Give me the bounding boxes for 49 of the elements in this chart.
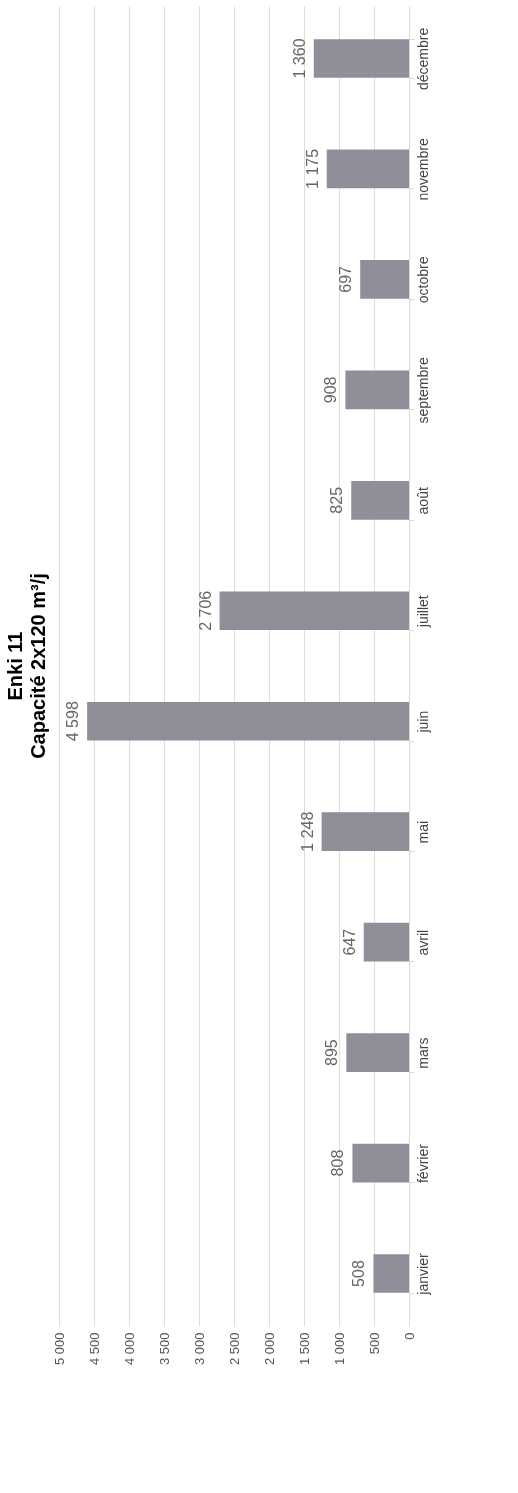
x-tick-label: 5 000 [51, 1332, 67, 1366]
data-label: 825 [328, 486, 346, 514]
bar [373, 1254, 409, 1293]
data-label: 1 175 [303, 148, 321, 189]
x-tick-label: 1 500 [296, 1332, 312, 1366]
bar [321, 812, 409, 852]
bar [360, 260, 409, 299]
x-tick-label: 4 000 [121, 1332, 137, 1366]
x-tick-label: 2 500 [226, 1332, 242, 1366]
bar [326, 149, 409, 189]
y-tick-label: août [414, 487, 431, 515]
x-tick-label: 3 000 [191, 1332, 207, 1366]
data-label: 508 [350, 1260, 368, 1287]
bar [219, 591, 409, 631]
data-label: 895 [323, 1039, 341, 1066]
bar [346, 1033, 409, 1072]
y-tick-label: mai [414, 820, 431, 844]
y-tick-label: mars [414, 1037, 431, 1069]
text: Capacité 2x120 m³/j [27, 573, 49, 759]
data-label: 908 [322, 376, 340, 404]
x-tick-label: 2 000 [261, 1332, 277, 1366]
x-tick-label: 500 [366, 1332, 382, 1355]
bar [352, 1143, 409, 1183]
x-tick-label: 0 [401, 1332, 417, 1340]
bar [313, 39, 409, 78]
y-tick-label: novembre [414, 138, 431, 201]
bar [363, 922, 409, 962]
data-label: 1 360 [290, 38, 308, 79]
bar [345, 370, 409, 410]
x-tick-label: 4 500 [86, 1332, 102, 1366]
y-tick-label: septembre [414, 357, 431, 424]
x-tick-label: 3 500 [156, 1332, 172, 1366]
bar [351, 480, 409, 520]
data-label: 4 598 [64, 701, 82, 742]
data-label: 647 [340, 928, 358, 956]
y-tick-label: décembre [414, 27, 431, 91]
bar [87, 701, 409, 741]
data-label: 2 706 [196, 590, 214, 631]
y-tick-label: octobre [414, 256, 431, 304]
y-tick-label: février [414, 1143, 431, 1184]
data-label: 697 [337, 265, 355, 293]
x-tick-label: 1 000 [331, 1332, 347, 1366]
data-label: 808 [329, 1149, 347, 1177]
data-label: 1 248 [298, 811, 316, 852]
text: Enki 11 [4, 631, 26, 701]
y-tick-label: avril [414, 929, 431, 956]
y-tick-label: janvier [414, 1253, 431, 1296]
y-tick-label: juin [414, 710, 431, 734]
y-tick-label: juillet [414, 595, 431, 629]
